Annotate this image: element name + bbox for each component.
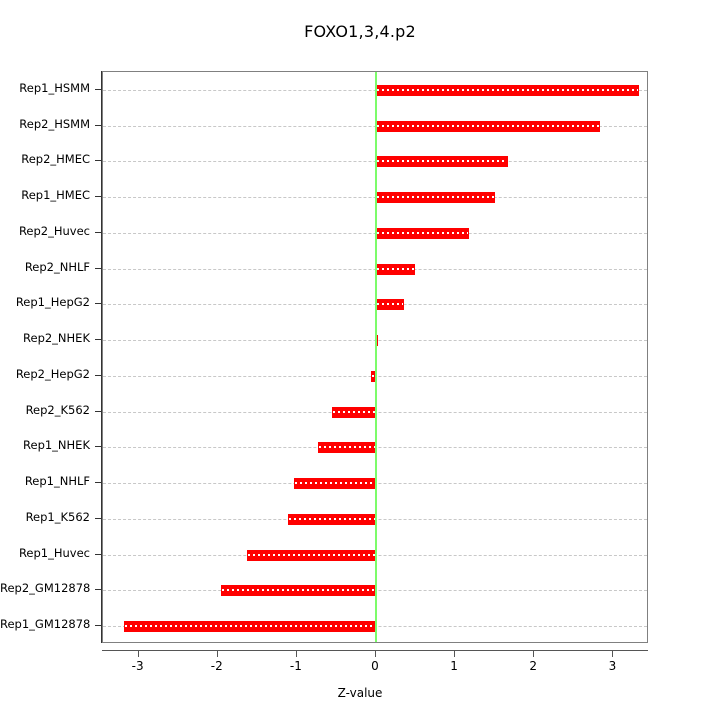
y-tick-mark	[95, 89, 102, 90]
bar-dash-pattern	[289, 518, 375, 520]
y-tick-label: Rep1_K562	[25, 510, 90, 524]
y-tick-label: Rep2_GM12878	[0, 581, 91, 595]
bar-dash-pattern	[372, 375, 375, 377]
y-tick-label: Rep2_HMEC	[21, 152, 90, 166]
y-tick-label: Rep2_Huvec	[18, 224, 90, 238]
bar-dash-pattern	[248, 554, 375, 556]
y-tick-mark	[95, 375, 102, 376]
bar-dash-pattern	[221, 589, 375, 591]
bar	[376, 192, 496, 203]
x-tick-mark	[137, 650, 139, 657]
bar-dash-pattern	[377, 303, 403, 305]
x-tick-mark	[216, 650, 218, 657]
bar	[247, 550, 376, 561]
bar-dash-pattern	[319, 446, 375, 448]
bar	[371, 371, 376, 382]
x-tick-mark	[375, 650, 376, 657]
bar	[293, 478, 376, 489]
y-tick-mark	[95, 554, 102, 555]
bar	[220, 585, 376, 596]
y-tick-label: Rep2_NHEK	[23, 331, 90, 345]
x-tick-mark	[612, 650, 614, 657]
x-tick-mark	[454, 650, 456, 657]
x-tick-label: 0	[371, 659, 379, 673]
y-tick-mark	[95, 625, 102, 626]
y-tick-label: Rep1_NHEK	[23, 438, 90, 452]
y-tick-label: Rep1_HepG2	[15, 295, 90, 309]
x-axis-title: Z-value	[337, 686, 383, 700]
y-tick-mark	[95, 446, 102, 447]
y-tick-label: Rep1_NHLF	[24, 474, 90, 488]
zero-reference-line	[375, 72, 377, 642]
y-tick-label: Rep2_NHLF	[24, 260, 90, 274]
x-tick-label: -2	[210, 659, 223, 673]
y-axis-line	[101, 71, 102, 643]
plot-area	[102, 71, 648, 643]
y-tick-label: Rep2_HepG2	[15, 367, 90, 381]
chart-title: FOXO1,3,4.p2	[304, 22, 416, 41]
y-tick-mark	[95, 518, 102, 519]
y-tick-mark	[95, 268, 102, 269]
y-tick-label: Rep1_HMEC	[21, 188, 90, 202]
bar	[124, 621, 376, 632]
y-tick-label: Rep2_HSMM	[19, 117, 90, 131]
bar	[376, 228, 469, 239]
y-tick-mark	[95, 482, 102, 483]
bar	[288, 514, 376, 525]
bar-dash-pattern	[125, 625, 375, 627]
y-tick-mark	[95, 160, 102, 161]
y-tick-label: Rep2_K562	[25, 403, 90, 417]
bar	[376, 85, 639, 96]
bar	[331, 407, 376, 418]
y-tick-label: Rep1_GM12878	[0, 617, 91, 631]
x-tick-label: -1	[289, 659, 302, 673]
y-tick-mark	[95, 339, 102, 340]
bar-dash-pattern	[377, 268, 414, 270]
y-tick-mark	[95, 303, 102, 304]
bar	[376, 156, 509, 167]
y-tick-label: Rep1_Huvec	[18, 546, 90, 560]
x-tick-label: 2	[529, 659, 538, 673]
bar-dash-pattern	[377, 196, 495, 198]
bar-dash-pattern	[377, 125, 599, 127]
x-tick-label: -3	[131, 659, 144, 673]
bar-dash-pattern	[332, 411, 375, 413]
bar	[376, 264, 415, 275]
x-tick-label: 1	[450, 659, 458, 673]
bar-dash-pattern	[377, 160, 508, 162]
bar	[376, 299, 404, 310]
y-tick-mark	[95, 232, 102, 233]
y-tick-mark	[95, 411, 102, 412]
bar-dash-pattern	[294, 482, 375, 484]
y-tick-label: Rep1_HSMM	[19, 81, 90, 95]
x-tick-mark	[295, 650, 297, 657]
bar	[376, 121, 600, 132]
x-tick-mark	[533, 650, 535, 657]
y-tick-mark	[95, 196, 102, 197]
bar-dash-pattern	[377, 89, 638, 91]
y-tick-mark	[95, 125, 102, 126]
y-tick-mark	[95, 589, 102, 590]
bar	[318, 442, 376, 453]
x-tick-label: 3	[608, 659, 617, 673]
bar-dash-pattern	[377, 232, 468, 234]
